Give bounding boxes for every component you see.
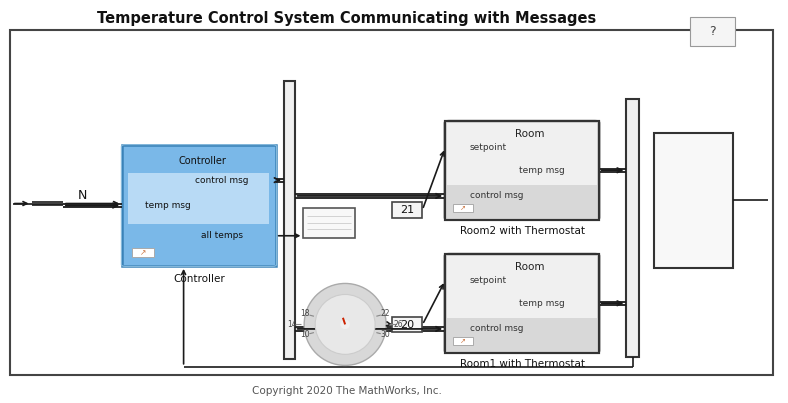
Bar <box>453 204 473 212</box>
Text: control msg: control msg <box>470 324 523 333</box>
Text: temp msg: temp msg <box>519 299 565 308</box>
Bar <box>392 317 422 332</box>
Text: control msg: control msg <box>195 176 249 185</box>
Bar <box>132 248 154 257</box>
Text: temp msg: temp msg <box>519 166 565 175</box>
Text: 20: 20 <box>400 320 414 330</box>
Ellipse shape <box>304 283 386 366</box>
Text: ↗: ↗ <box>459 206 466 211</box>
Bar <box>447 123 597 185</box>
Bar <box>654 133 733 268</box>
Text: ?: ? <box>709 25 716 38</box>
Text: 14: 14 <box>287 320 296 329</box>
Text: control msg: control msg <box>470 191 523 200</box>
Text: setpoint: setpoint <box>470 143 507 152</box>
Text: all temps: all temps <box>201 231 243 240</box>
Bar <box>10 30 773 375</box>
Text: ↗: ↗ <box>459 339 466 344</box>
Text: Copyright 2020 The MathWorks, Inc.: Copyright 2020 The MathWorks, Inc. <box>252 386 441 396</box>
Text: Room: Room <box>515 129 545 139</box>
Text: Controller: Controller <box>178 156 226 166</box>
Bar <box>392 202 422 218</box>
Bar <box>626 99 639 357</box>
Text: Temperature Control System Communicating with Messages: Temperature Control System Communicating… <box>97 10 597 26</box>
Bar <box>447 256 597 318</box>
Text: 22: 22 <box>381 310 390 318</box>
Bar <box>122 145 276 266</box>
Text: Room1 with Thermostat: Room1 with Thermostat <box>459 359 585 369</box>
Text: 10: 10 <box>300 330 310 339</box>
Text: N: N <box>78 189 87 202</box>
Bar <box>445 254 599 353</box>
Ellipse shape <box>340 320 350 329</box>
Text: 30: 30 <box>381 330 390 339</box>
Bar <box>445 254 599 353</box>
Text: 21: 21 <box>400 205 414 215</box>
Text: 18: 18 <box>300 310 310 318</box>
Text: Controller: Controller <box>173 274 225 284</box>
Bar <box>303 208 355 238</box>
Text: 26: 26 <box>394 320 403 329</box>
Text: Room2 with Thermostat: Room2 with Thermostat <box>459 226 585 236</box>
Bar <box>445 121 599 220</box>
Text: ↗: ↗ <box>139 248 146 257</box>
Text: Room: Room <box>515 262 545 272</box>
Bar <box>445 121 599 220</box>
Bar <box>690 17 735 46</box>
Ellipse shape <box>315 295 375 354</box>
Bar <box>128 173 269 224</box>
Bar <box>284 81 295 359</box>
Text: temp msg: temp msg <box>145 201 191 210</box>
Text: setpoint: setpoint <box>470 276 507 285</box>
Bar <box>453 337 473 345</box>
